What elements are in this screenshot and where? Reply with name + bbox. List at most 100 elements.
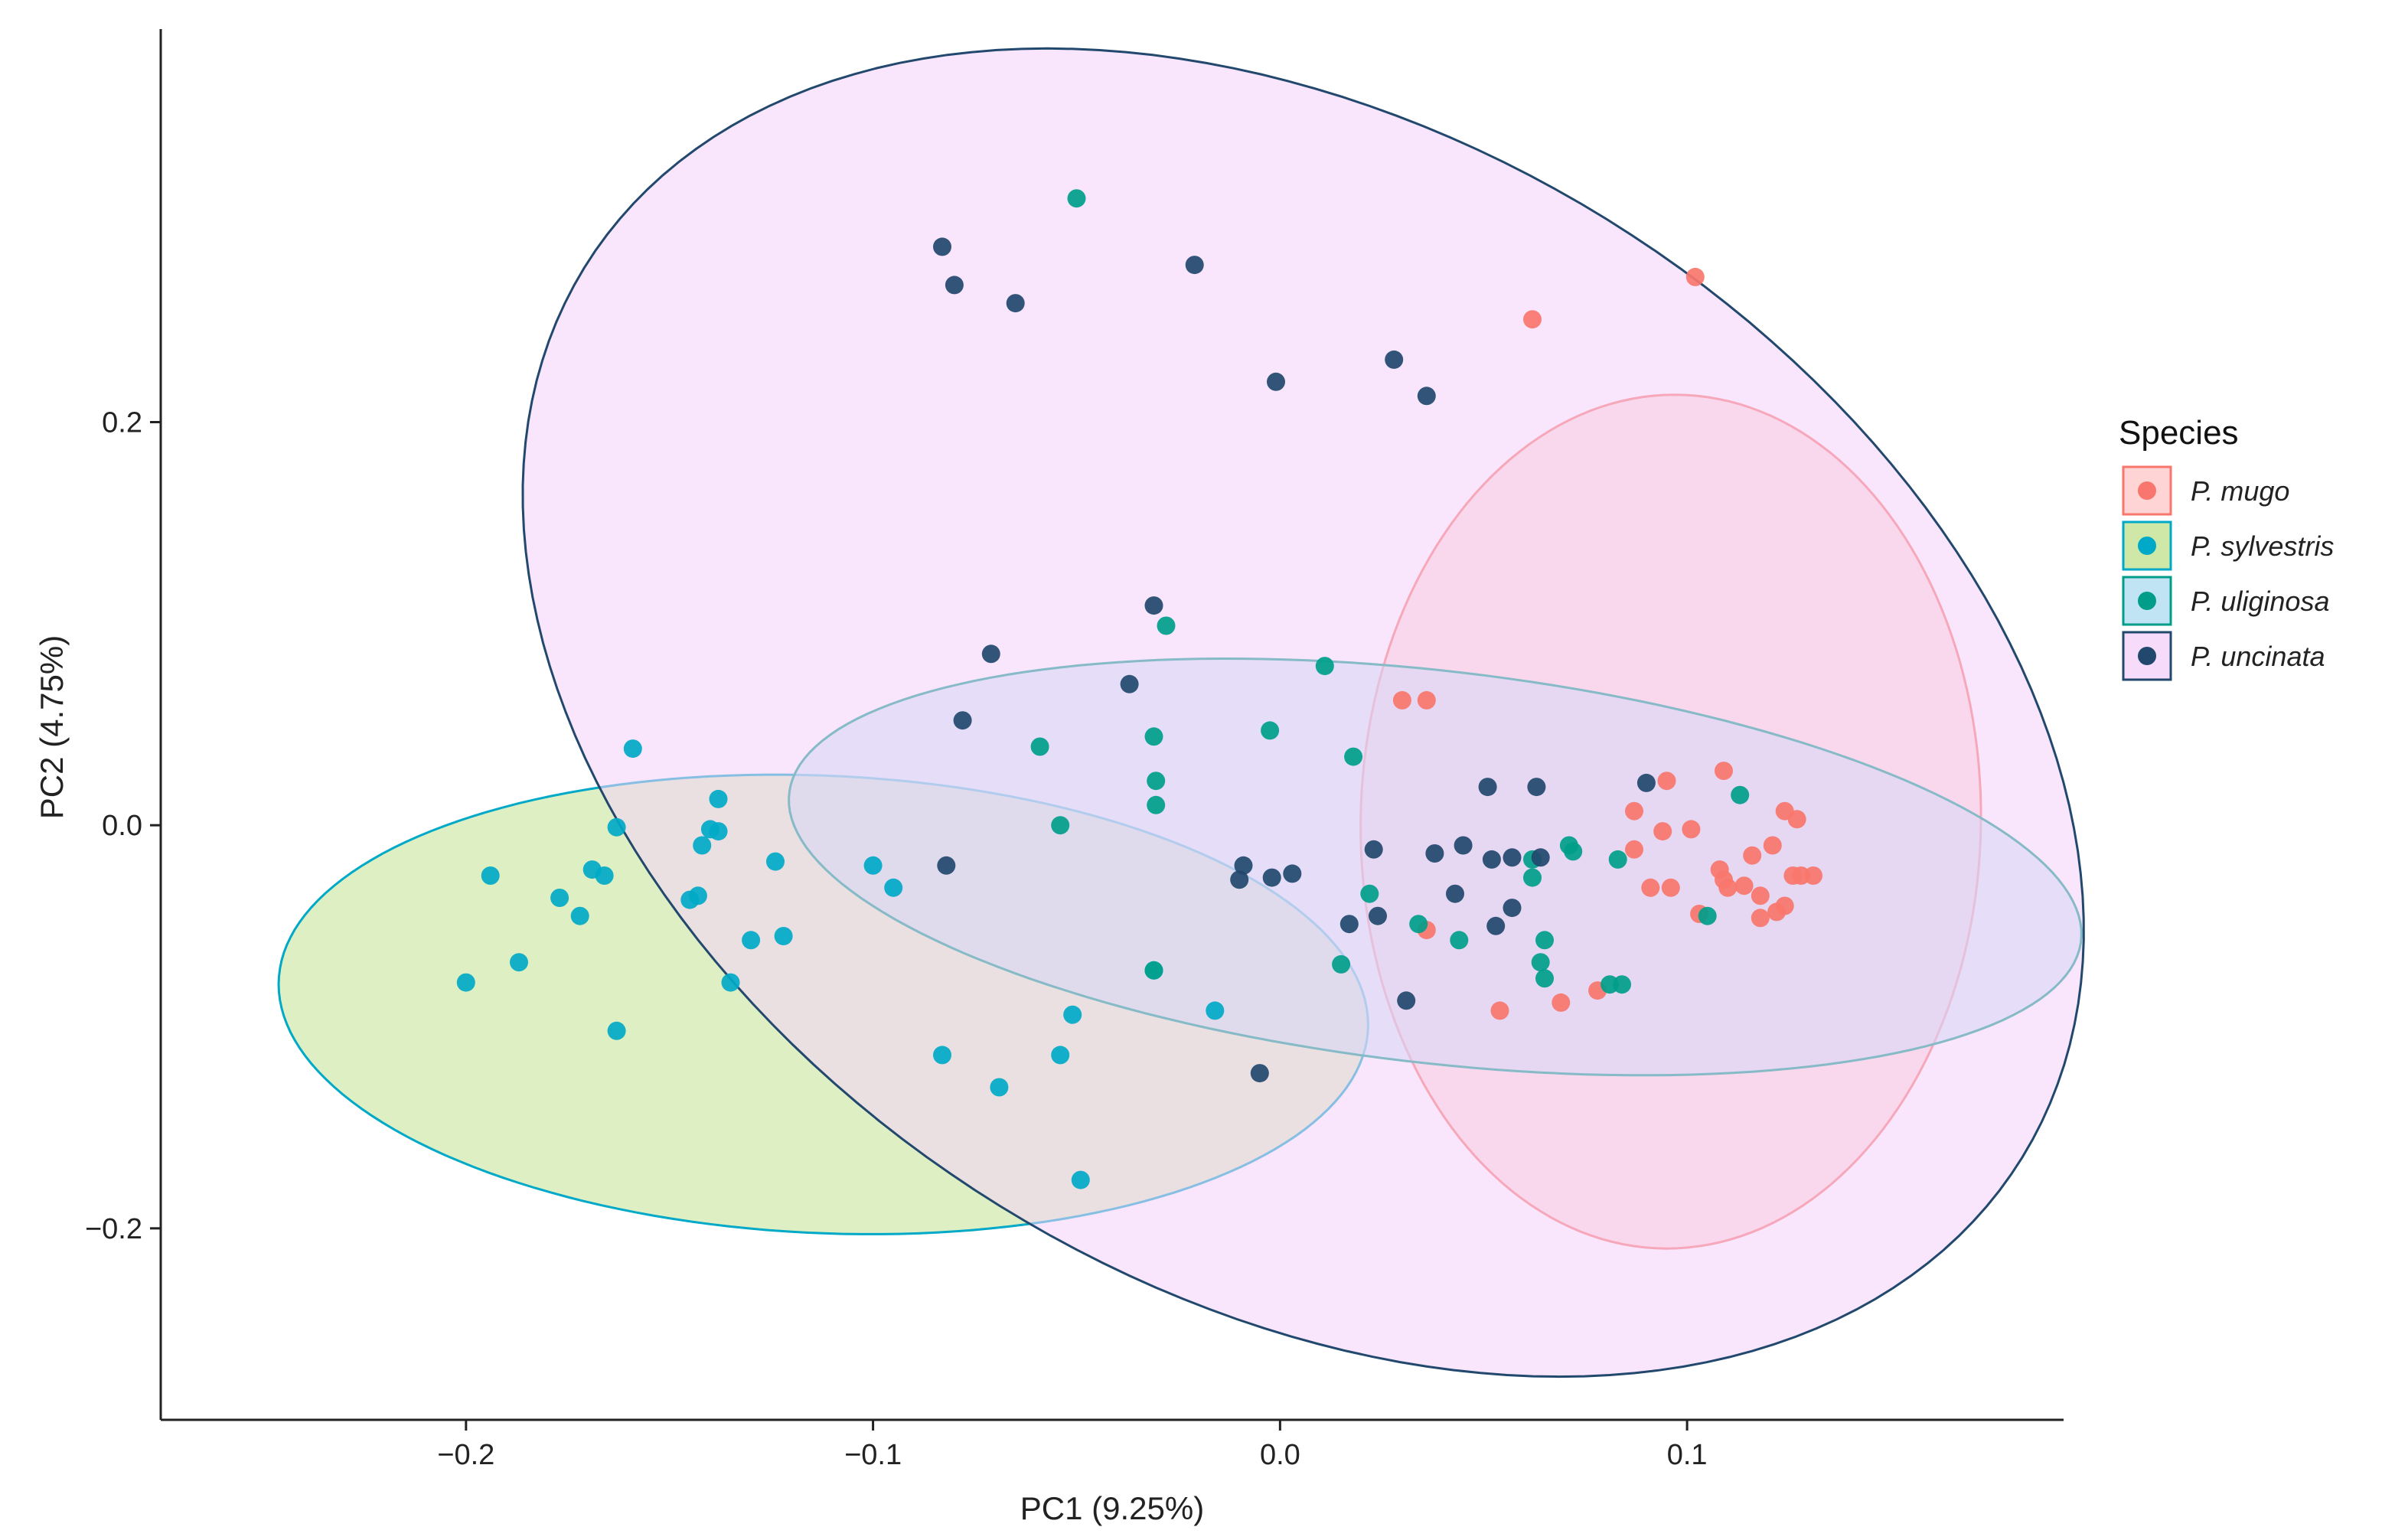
point-s4-32 [1250, 1064, 1269, 1083]
y-tick-label: 0.0 [102, 810, 142, 842]
legend: Species P. mugo P. sylvestris P. uliginosa… [2119, 414, 2334, 681]
point-s4-11 [953, 711, 972, 730]
legend-label-3: P. uliginosa [2191, 586, 2329, 617]
point-s2-2 [709, 789, 728, 808]
point-s1-25 [1751, 909, 1770, 928]
point-s2-25 [1051, 1046, 1070, 1065]
point-s3-8 [1147, 795, 1166, 814]
point-s2-24 [990, 1078, 1009, 1097]
point-s1-14 [1763, 836, 1782, 855]
point-s1-6 [1715, 762, 1733, 781]
point-s4-24 [1283, 864, 1302, 883]
point-s1-21 [1734, 876, 1754, 896]
point-s4-2 [945, 276, 964, 295]
point-s4-26 [1503, 899, 1522, 918]
point-s4-28 [1339, 915, 1359, 934]
legend-dot-3 [2138, 592, 2156, 610]
point-s1-23 [1751, 886, 1770, 905]
point-s4-22 [1262, 868, 1281, 887]
legend-title: Species [2119, 414, 2239, 452]
confidence-ellipses [277, 47, 2085, 1378]
legend-dot-4 [2138, 647, 2156, 665]
point-s3-24 [1535, 969, 1554, 988]
point-s3-20 [1535, 931, 1554, 950]
point-s1-15 [1743, 846, 1762, 865]
point-s1-29 [1490, 1001, 1509, 1020]
point-s3-7 [1147, 772, 1166, 791]
x-axis-title: PC1 (9.25%) [1020, 1490, 1204, 1526]
point-s2-21 [721, 973, 740, 992]
point-s3-17 [1360, 884, 1379, 903]
point-s2-20 [456, 973, 475, 992]
point-s2-28 [1206, 1001, 1225, 1020]
legend-dot-2 [2138, 537, 2156, 555]
point-s1-3 [1392, 690, 1411, 710]
point-s2-5 [709, 822, 728, 841]
point-s3-2 [1157, 616, 1176, 635]
point-s4-4 [1185, 256, 1204, 275]
x-tick-label: −0.1 [844, 1439, 902, 1471]
point-s2-26 [1063, 1005, 1082, 1024]
point-s2-3 [607, 817, 626, 837]
y-tick-label: −0.2 [85, 1213, 142, 1245]
point-s4-29 [1486, 916, 1506, 935]
point-s2-10 [595, 866, 614, 885]
y-axis-title: PC2 (4.75%) [34, 635, 70, 819]
point-s1-4 [1417, 690, 1436, 710]
point-s2-19 [510, 953, 528, 972]
point-s4-31 [937, 856, 956, 875]
point-s2-23 [933, 1046, 951, 1065]
point-s4-14 [1636, 773, 1656, 792]
point-s1-1 [1523, 310, 1542, 329]
point-s4-1 [933, 237, 951, 256]
point-s3-16 [1523, 868, 1542, 887]
point-s2-15 [863, 856, 883, 875]
point-s2-29 [1071, 1170, 1090, 1189]
point-s2-11 [570, 906, 589, 925]
point-s2-6 [693, 836, 712, 855]
point-s1-19 [1661, 878, 1680, 897]
point-s3-18 [1409, 915, 1428, 934]
point-s3-9 [1344, 747, 1363, 766]
legend-key-1 [2122, 465, 2172, 516]
point-s3-11 [1051, 816, 1070, 835]
point-s3-5 [1030, 737, 1049, 756]
point-s4-23 [1230, 870, 1249, 889]
data-points [456, 189, 1822, 1189]
point-s1-2 [1685, 267, 1705, 286]
point-s3-21 [1698, 906, 1717, 925]
point-s3-19 [1450, 931, 1469, 950]
point-s1-20 [1718, 878, 1738, 897]
point-s1-32 [1710, 860, 1729, 879]
point-s4-7 [1417, 387, 1436, 406]
point-s3-27 [1144, 961, 1163, 980]
point-s1-9 [1625, 801, 1643, 821]
point-s3-23 [1531, 953, 1550, 972]
point-s4-25 [1446, 884, 1464, 903]
legend-key-2 [2122, 520, 2172, 571]
point-s4-13 [1527, 778, 1546, 797]
legend-label-4: P. uncinata [2191, 641, 2325, 672]
y-axis-ticks: −0.2 0.0 0.2 [85, 407, 161, 1245]
point-s4-20 [1531, 848, 1550, 867]
point-s2-1 [623, 739, 642, 759]
point-s4-12 [1478, 778, 1497, 797]
point-s4-6 [1267, 372, 1285, 391]
point-s4-17 [1454, 836, 1473, 855]
legend-items: P. mugo P. sylvestris P. uliginosa P. uncin… [2122, 465, 2334, 681]
point-s1-18 [1641, 878, 1660, 897]
point-s2-14 [766, 852, 785, 871]
point-s1-10 [1653, 822, 1672, 841]
point-s4-3 [1006, 294, 1025, 313]
x-tick-label: 0.1 [1667, 1439, 1708, 1471]
point-s1-22 [1783, 866, 1803, 885]
point-s4-21 [1234, 856, 1253, 875]
point-s3-10 [1731, 785, 1750, 804]
x-tick-label: −0.2 [437, 1439, 494, 1471]
point-s4-27 [1369, 906, 1387, 925]
point-s1-30 [1552, 993, 1571, 1012]
y-tick-label: 0.2 [102, 407, 142, 439]
point-s1-8 [1787, 810, 1806, 829]
point-s3-22 [1332, 954, 1351, 974]
